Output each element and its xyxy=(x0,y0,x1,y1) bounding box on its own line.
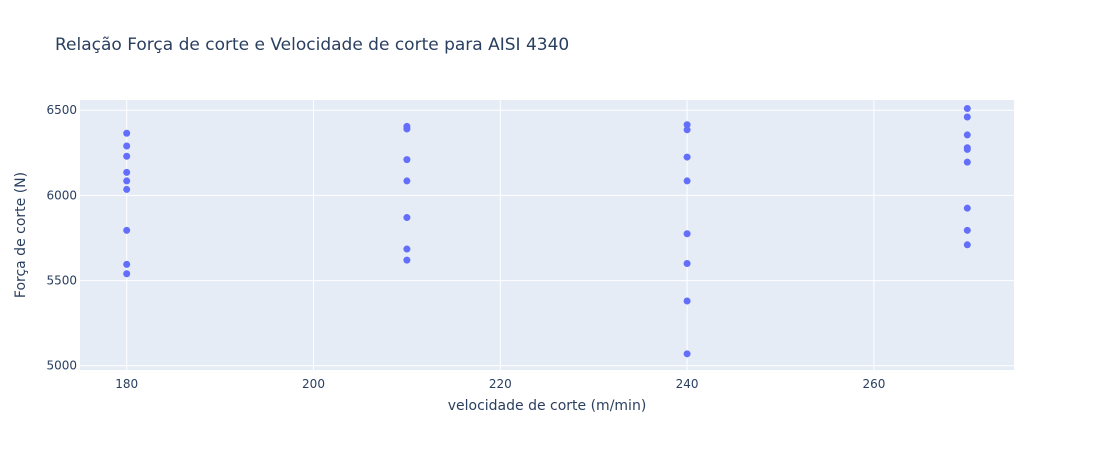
chart-title: Relação Força de corte e Velocidade de c… xyxy=(55,35,569,55)
data-point xyxy=(963,204,971,212)
y-axis-title: Força de corte (N) xyxy=(13,172,29,298)
data-point xyxy=(683,177,691,185)
y-tick-label: 5500 xyxy=(46,274,77,288)
data-points xyxy=(123,105,971,358)
data-point xyxy=(683,153,691,161)
y-tick-label: 5000 xyxy=(46,359,77,373)
data-point xyxy=(403,256,411,264)
data-point xyxy=(123,260,131,268)
data-point xyxy=(963,226,971,234)
x-axis-title: velocidade de corte (m/min) xyxy=(448,398,647,414)
x-tick-label: 260 xyxy=(862,377,885,391)
data-point xyxy=(963,241,971,249)
data-point xyxy=(403,214,411,222)
data-point xyxy=(403,245,411,253)
plot-area xyxy=(80,100,1014,370)
data-point xyxy=(123,129,131,137)
data-point xyxy=(963,131,971,139)
data-point xyxy=(683,297,691,305)
data-point xyxy=(963,158,971,166)
grid-lines xyxy=(80,100,1014,370)
x-tick-label: 180 xyxy=(115,377,138,391)
data-point xyxy=(683,121,691,129)
data-point xyxy=(123,226,131,234)
data-point xyxy=(963,145,971,153)
data-point xyxy=(683,230,691,238)
y-tick-label: 6500 xyxy=(46,103,77,117)
data-point xyxy=(963,105,971,113)
data-point xyxy=(683,350,691,358)
data-point xyxy=(403,177,411,185)
x-tick-label: 220 xyxy=(489,377,512,391)
y-tick-label: 6000 xyxy=(46,188,77,202)
data-point xyxy=(683,260,691,268)
data-point xyxy=(683,126,691,134)
data-point xyxy=(123,168,131,176)
data-point xyxy=(403,156,411,164)
data-point xyxy=(963,113,971,121)
data-point xyxy=(403,125,411,133)
data-point xyxy=(123,270,131,278)
x-tick-label: 240 xyxy=(676,377,699,391)
x-tick-label: 200 xyxy=(302,377,325,391)
data-point xyxy=(123,185,131,193)
tick-labels: 180 200 220 240 260 5000 5500 6000 6500 xyxy=(46,103,885,391)
data-point xyxy=(123,142,131,150)
data-point xyxy=(123,177,131,185)
data-point xyxy=(123,152,131,160)
